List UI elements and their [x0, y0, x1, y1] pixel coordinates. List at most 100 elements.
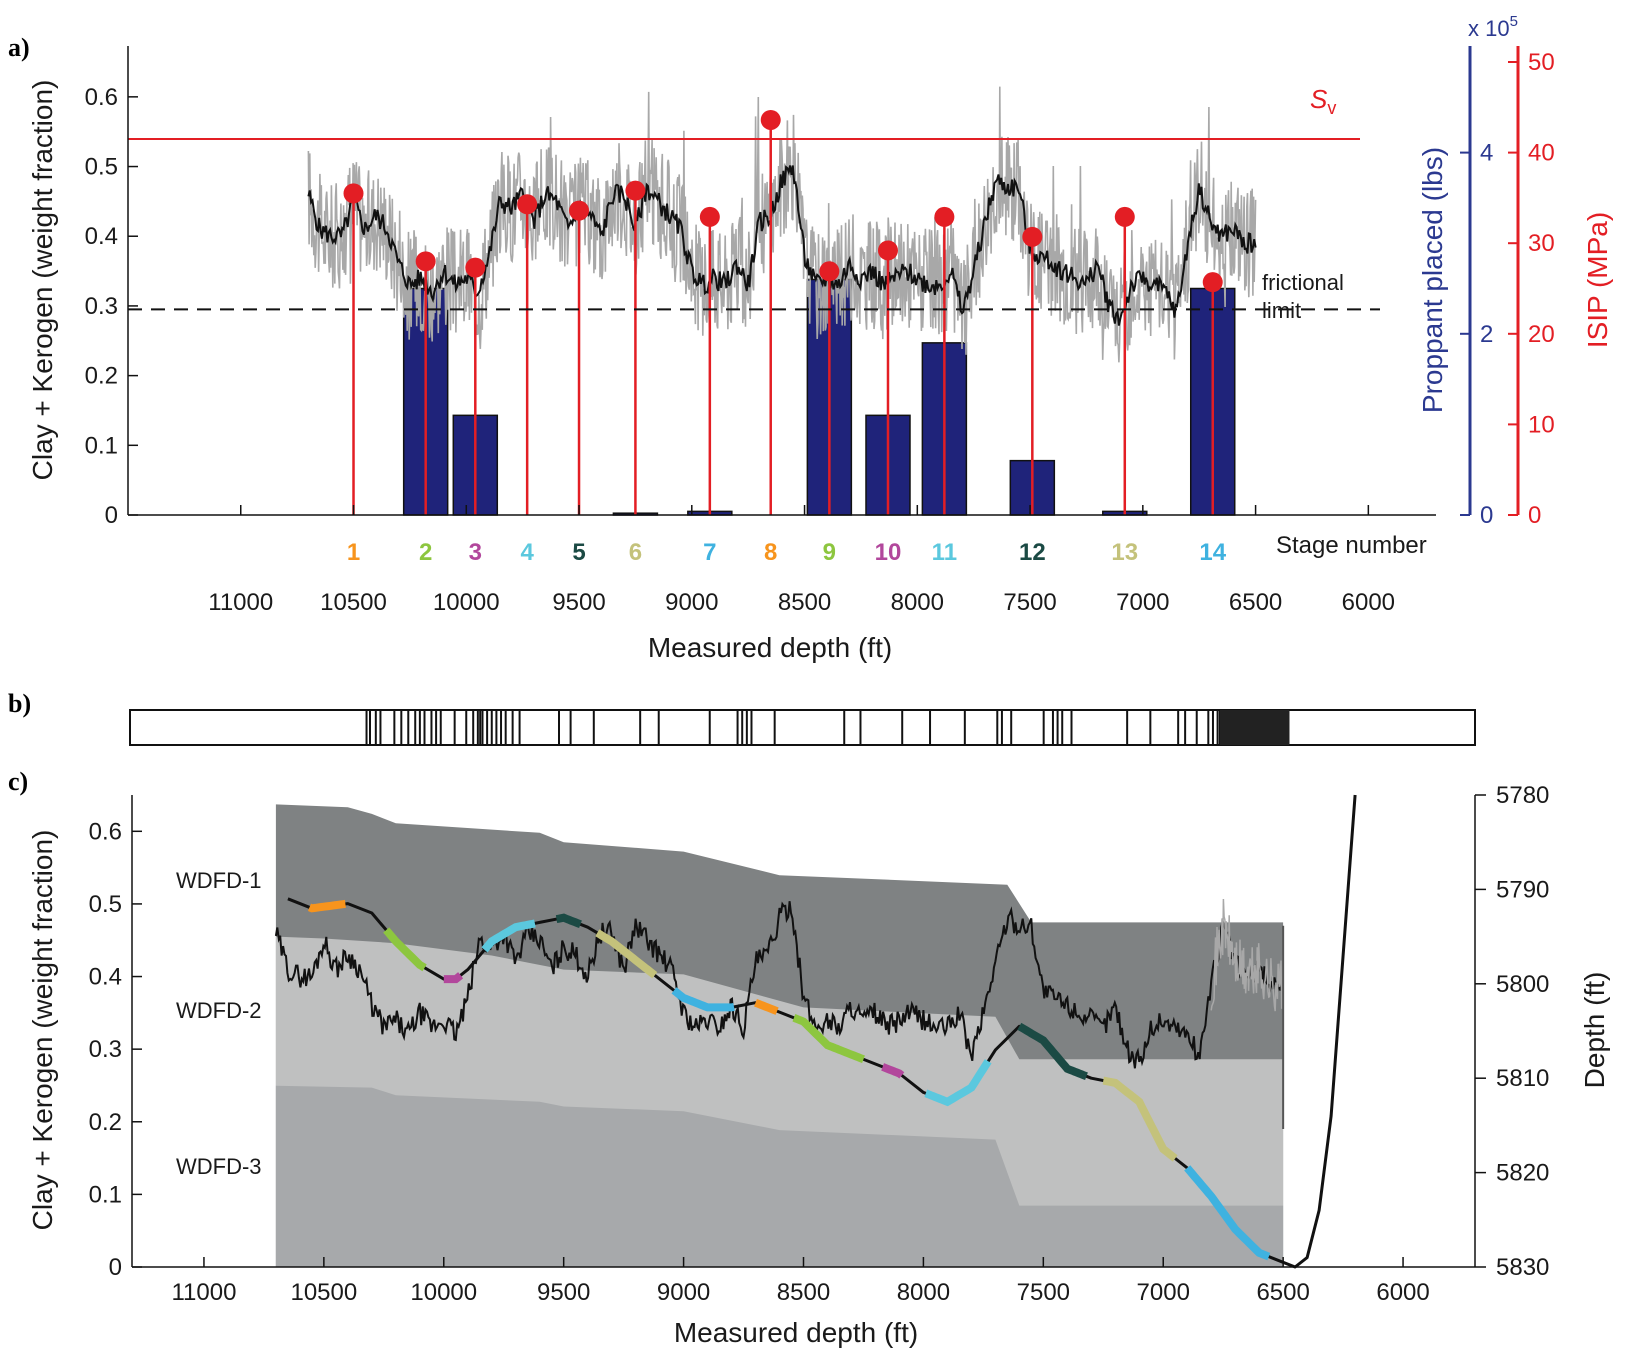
stage-segment-2 [383, 927, 427, 972]
stage-label-10: 10 [875, 539, 902, 566]
panel-c-label: c) [8, 767, 28, 796]
a-depth-tick-label: 7500 [1003, 589, 1056, 616]
stage-segment-14 [1184, 1165, 1271, 1261]
a-left-tick-label: 0.2 [85, 363, 118, 390]
panel-c-log [274, 898, 1285, 1130]
c-left-axis-label: Clay + Kerogen (weight fraction) [27, 830, 58, 1231]
formation-layers [275, 804, 1284, 1267]
isip-dot-stage-3 [465, 257, 486, 278]
a-isip-tick-label: 40 [1528, 140, 1555, 167]
a-proppant-tick-label: 0 [1480, 502, 1493, 529]
panel-c-raw-log-line [1210, 898, 1284, 1012]
stage-segment-3 [443, 972, 464, 984]
a-depth-tick-label: 9500 [552, 589, 605, 616]
stage-segment-8 [754, 998, 779, 1015]
stage-segment-13 [1102, 1076, 1178, 1162]
layer-label-wdfd-3: WDFD-3 [176, 1154, 262, 1179]
fracture-ticks [365, 711, 1221, 744]
a-left-tick-label: 0.5 [85, 154, 118, 181]
stage-label-6: 6 [629, 539, 642, 566]
isip-dot-stage-6 [625, 180, 646, 201]
c-depth-tick-label: 6000 [1376, 1279, 1429, 1306]
stage-label-8: 8 [764, 539, 777, 566]
c-depth-tick-label: 11000 [171, 1279, 236, 1306]
sv-symbol: S [1310, 84, 1328, 114]
a-depth-tick-label: 9000 [665, 589, 718, 616]
stage-label-2: 2 [419, 539, 432, 566]
stage-segment-7 [671, 987, 735, 1012]
c-right-tick-label: 5800 [1496, 971, 1549, 998]
raw-log-line [307, 86, 1257, 363]
stage-number-labels: 1 2 3 4 5 6 7 8 9 10 11 12 13 14 [347, 539, 1227, 566]
isip-dot-stage-12 [1022, 226, 1043, 247]
layer-label-wdfd-2: WDFD-2 [176, 998, 262, 1023]
stage-segment-5 [555, 913, 582, 929]
a-left-ticks: 0 0.1 0.2 0.3 0.4 0.5 0.6 [85, 84, 138, 529]
sv-subscript: v [1327, 98, 1336, 118]
proppant-multiplier-base: x 10 [1468, 16, 1510, 41]
panel-a-label: a) [8, 33, 30, 62]
a-proppant-axis-label: Proppant placed (lbs) [1417, 147, 1448, 413]
sv-label: Sv [1310, 84, 1336, 118]
c-depth-tick-label: 9500 [537, 1279, 590, 1306]
a-depth-tick-label: 11000 [208, 589, 273, 616]
c-depth-tick-label: 8000 [897, 1279, 950, 1306]
a-left-tick-label: 0.4 [85, 223, 118, 250]
a-depth-tick-label: 10500 [320, 589, 387, 616]
c-x-axis-label: Measured depth (ft) [674, 1317, 918, 1348]
a-depth-ticks: 11000 10500 10000 9500 9000 8500 8000 7500 7000 6… [208, 505, 1395, 616]
a-depth-tick-label: 10000 [433, 589, 500, 616]
a-isip-axis-label: ISIP (MPa) [1582, 212, 1613, 348]
a-isip-ticks: 0 10 20 30 40 50 [1508, 49, 1555, 529]
stage-segment-10 [881, 1063, 905, 1079]
stage-segment-9 [792, 1014, 865, 1064]
a-depth-tick-label: 7000 [1116, 589, 1169, 616]
smoothed-log-trace [307, 165, 1257, 326]
c-right-tick-label: 5830 [1496, 1254, 1549, 1281]
smoothed-log-line [307, 165, 1257, 326]
c-depth-tick-label: 9000 [657, 1279, 710, 1306]
c-depth-tick-label: 7500 [1017, 1279, 1070, 1306]
a-left-axis-label: Clay + Kerogen (weight fraction) [27, 80, 58, 481]
c-left-tick-label: 0.4 [89, 964, 122, 991]
dense-fracture-zone [1219, 710, 1290, 745]
isip-dot-stage-2 [415, 251, 436, 272]
isip-dot-stage-7 [699, 206, 720, 227]
stage-segment-6 [595, 929, 658, 979]
isip-dot-stage-1 [343, 183, 364, 204]
c-left-tick-label: 0.6 [89, 818, 122, 845]
raw-log-trace [307, 86, 1257, 363]
c-left-tick-label: 0.1 [89, 1181, 122, 1208]
a-isip-tick-label: 0 [1528, 502, 1541, 529]
c-left-tick-label: 0.5 [89, 891, 122, 918]
c-depth-tick-label: 7000 [1137, 1279, 1190, 1306]
isip-stems [343, 109, 1223, 515]
stage-segment-1 [307, 899, 346, 913]
c-depth-tick-label: 8500 [777, 1279, 830, 1306]
a-isip-tick-label: 10 [1528, 411, 1555, 438]
c-right-tick-label: 5790 [1496, 876, 1549, 903]
proppant-multiplier-exponent: 5 [1510, 13, 1518, 30]
isip-dot-stage-11 [934, 206, 955, 227]
a-isip-tick-label: 30 [1528, 230, 1555, 257]
stage-label-3: 3 [469, 539, 482, 566]
stage-label-5: 5 [572, 539, 585, 566]
a-proppant-tick-label: 4 [1480, 140, 1493, 167]
a-left-tick-label: 0 [105, 502, 118, 529]
stage-label-12: 12 [1019, 539, 1046, 566]
isip-dot-stage-9 [819, 261, 840, 282]
a-isip-tick-label: 50 [1528, 49, 1555, 76]
c-right-axis-label: Depth (ft) [1579, 972, 1610, 1089]
c-left-tick-label: 0.3 [89, 1036, 122, 1063]
a-left-tick-label: 0.1 [85, 432, 118, 459]
panel-c: c) WDFD-1 WDFD-2 WDFD-3 0 0.1 0.2 0.3 0.4 0.5… [8, 767, 1610, 1348]
isip-dot-stage-5 [569, 200, 590, 221]
panel-b-label: b) [8, 689, 31, 718]
stage-label-11: 11 [932, 539, 957, 566]
c-depth-ticks: 11000 10500 10000 9500 9000 8500 8000 7500 7000 6… [171, 1257, 1430, 1306]
a-depth-tick-label: 8500 [778, 589, 831, 616]
stage-segments [307, 899, 1271, 1261]
stage-segment-11 [924, 1059, 992, 1107]
stage-label-4: 4 [520, 539, 534, 566]
